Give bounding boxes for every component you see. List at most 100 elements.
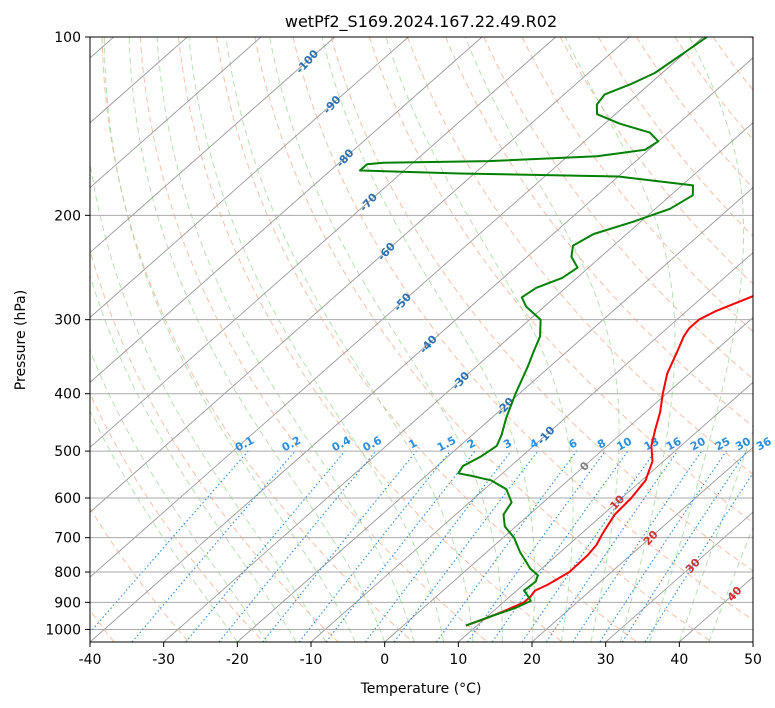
mixing-ratio-label: 3 xyxy=(501,436,514,451)
mixing-ratio-line xyxy=(572,450,703,642)
moist-adiabat xyxy=(321,37,536,642)
plot-frame xyxy=(89,36,754,643)
mixing-ratio-line xyxy=(599,450,727,642)
moist-adiabat xyxy=(564,37,676,642)
mixing-ratio-label: 20 xyxy=(688,435,708,454)
x-tick-label: 40 xyxy=(670,652,688,668)
dry-adiabat xyxy=(254,37,712,642)
temperature-line xyxy=(465,295,753,627)
sounding-series xyxy=(359,37,753,627)
isotherm xyxy=(679,576,753,642)
isotherm xyxy=(90,37,630,513)
y-tick-label: 500 xyxy=(54,444,81,460)
dry-adiabat xyxy=(750,37,753,41)
x-tick-label: -40 xyxy=(79,652,102,668)
dry-adiabat xyxy=(101,37,414,642)
mixing-ratio-line xyxy=(621,450,748,642)
moist-adiabat xyxy=(708,525,753,642)
mixing-ratio-labels: 0.1 0.2 0.4 0.6 1 1.5 2 3 4 6 8 10 13 16 20 25 30 36 xyxy=(233,434,774,455)
axes: -40 -30 -20 -10 0 10 20 30 40 5010020030040050060… xyxy=(45,30,762,668)
x-axis-label: Temperature (°C) xyxy=(360,681,482,697)
isotherm xyxy=(752,641,753,642)
moist-adiabat xyxy=(649,37,745,642)
mixing-ratio-line xyxy=(185,450,346,642)
dry-adiabat xyxy=(445,37,753,428)
mixing-ratio-line xyxy=(218,450,377,642)
moist-adiabat xyxy=(464,37,620,642)
x-tick-label: -20 xyxy=(226,652,249,668)
isotherm xyxy=(605,511,753,642)
isotherm xyxy=(310,251,753,642)
isotherm xyxy=(531,446,753,642)
moist-adiabat xyxy=(269,37,503,642)
y-tick-label: 700 xyxy=(54,531,81,547)
chart-title: wetPf2_S169.2024.167.22.49.R02 xyxy=(285,12,557,32)
dry-adiabat xyxy=(90,506,190,642)
moist-adiabat xyxy=(188,37,445,642)
dry-adiabat xyxy=(407,37,753,475)
mixing-ratio-label: 10 xyxy=(614,435,634,454)
dry-adiabat xyxy=(597,37,753,237)
y-tick-label: 1000 xyxy=(45,622,81,638)
mixing-ratio-label: 8 xyxy=(595,436,608,451)
mixing-ratio-label: 36 xyxy=(754,435,774,454)
background-lines xyxy=(90,37,753,642)
isotherm xyxy=(90,37,483,383)
mixing-ratio-label: 16 xyxy=(664,435,684,454)
y-tick-label: 100 xyxy=(54,30,81,46)
isotherm xyxy=(90,37,262,189)
dry-adiabat xyxy=(521,37,753,333)
isotherm-label: -100 xyxy=(293,47,321,76)
moist-adiabat xyxy=(90,349,268,642)
dry-adiabat xyxy=(483,37,753,380)
dry-adiabat xyxy=(636,37,753,189)
y-tick-label: 800 xyxy=(54,565,81,581)
dry-adiabat xyxy=(90,248,339,642)
y-tick-label: 600 xyxy=(54,491,81,507)
isotherm xyxy=(90,57,753,642)
isotherm xyxy=(458,381,753,642)
isotherm xyxy=(90,37,335,254)
x-tick-label: 10 xyxy=(449,652,467,668)
mixing-ratio-line xyxy=(298,450,451,642)
dry-adiabat xyxy=(330,37,753,572)
x-tick-label: -10 xyxy=(300,652,323,668)
mixing-ratio-line xyxy=(545,450,678,642)
moist-adiabat xyxy=(128,37,386,642)
dry-adiabat xyxy=(90,392,264,642)
mixing-ratio-label: 30 xyxy=(733,435,753,454)
isotherm xyxy=(90,37,704,578)
x-tick-label: 20 xyxy=(523,652,541,668)
dry-adiabat xyxy=(368,37,753,523)
isotherm xyxy=(163,122,753,642)
y-tick-label: 900 xyxy=(54,595,81,611)
mixing-ratio-line xyxy=(491,450,629,642)
y-tick-label: 300 xyxy=(54,313,81,329)
x-tick-label: 50 xyxy=(744,652,762,668)
mixing-ratio-line xyxy=(644,472,753,642)
isotherm xyxy=(90,37,556,448)
isotherm xyxy=(237,187,753,642)
dewpoint-line xyxy=(359,37,708,627)
y-tick-label: 400 xyxy=(54,387,81,403)
mixing-ratio-line xyxy=(435,450,578,642)
moist-adiabat xyxy=(103,37,356,642)
dry-adiabat xyxy=(559,37,753,285)
mixing-ratio-label: 2 xyxy=(465,436,478,451)
dry-adiabat xyxy=(292,37,753,621)
mixing-ratio-line xyxy=(262,450,417,642)
mixing-ratio-label: 6 xyxy=(567,436,580,451)
moist-adiabat xyxy=(385,37,574,642)
mixing-ratio-line xyxy=(364,450,512,642)
mixing-ratio-line xyxy=(393,450,539,642)
mixing-ratio-line xyxy=(131,450,296,642)
y-tick-label: 200 xyxy=(54,208,81,224)
dry-adiabat xyxy=(674,37,753,141)
moist-adiabat xyxy=(225,37,474,642)
isotherm xyxy=(90,37,409,319)
mixing-ratio-line xyxy=(521,450,656,642)
mixing-ratio-label: 1 xyxy=(406,436,419,451)
mixing-ratio-label: 25 xyxy=(713,435,733,454)
y-axis-label: Pressure (hPa) xyxy=(13,290,29,390)
